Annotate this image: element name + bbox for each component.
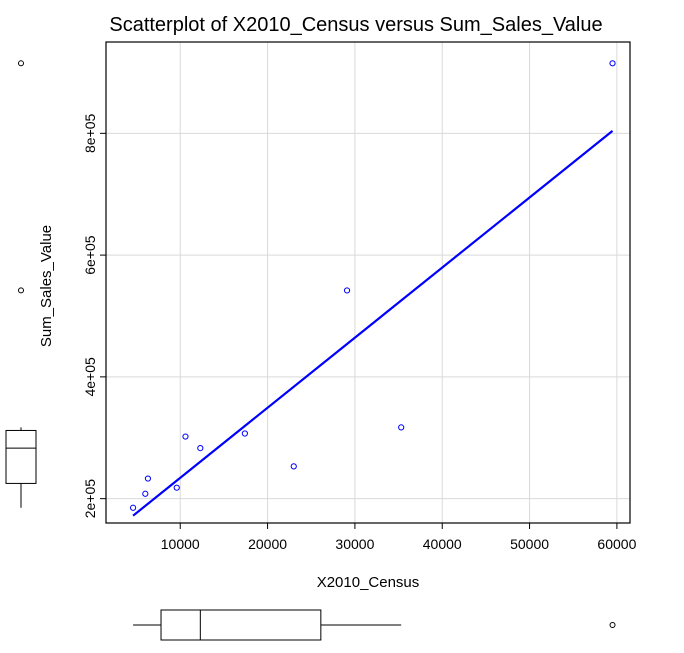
y-tick-label: 6e+05	[82, 235, 98, 275]
grid-lines	[106, 42, 630, 523]
chart-title: Scatterplot of X2010_Census versus Sum_S…	[109, 14, 602, 36]
x-axis: 10000 20000 30000 40000 50000 60000	[161, 523, 637, 552]
x-boxplot-outlier	[609, 622, 616, 628]
x-axis-title: X2010_Census	[317, 574, 420, 591]
y-boxplot-outlier	[18, 287, 24, 294]
y-boxplot-outlier	[18, 60, 24, 67]
data-point	[182, 433, 189, 440]
x-boxplot	[133, 609, 616, 641]
y-tick-label: 8e+05	[82, 113, 98, 153]
data-point	[173, 484, 180, 491]
fit-line-group	[132, 130, 614, 517]
data-point	[241, 430, 248, 437]
y-boxplot	[5, 60, 37, 508]
y-axis: 2e+05 4e+05 6e+05 8e+05	[82, 113, 106, 518]
data-point	[290, 463, 297, 470]
fit-line	[132, 130, 614, 517]
x-tick-label: 20000	[248, 536, 287, 552]
x-boxplot-box	[160, 609, 322, 641]
data-point	[398, 424, 405, 431]
data-point	[197, 445, 204, 452]
data-point	[609, 60, 616, 67]
x-tick-label: 50000	[510, 536, 549, 552]
y-boxplot-box	[5, 429, 37, 484]
y-tick-label: 2e+05	[82, 479, 98, 519]
data-points	[129, 60, 616, 511]
y-tick-label: 4e+05	[82, 357, 98, 397]
y-axis-title: Sum_Sales_Value	[38, 225, 55, 347]
data-point	[343, 287, 351, 294]
x-tick-label: 10000	[161, 536, 200, 552]
data-point	[129, 504, 137, 511]
plot-frame	[105, 41, 631, 524]
x-tick-label: 30000	[335, 536, 374, 552]
data-point	[144, 475, 152, 482]
x-tick-label: 40000	[423, 536, 462, 552]
data-point	[142, 490, 149, 497]
x-tick-label: 60000	[597, 536, 636, 552]
